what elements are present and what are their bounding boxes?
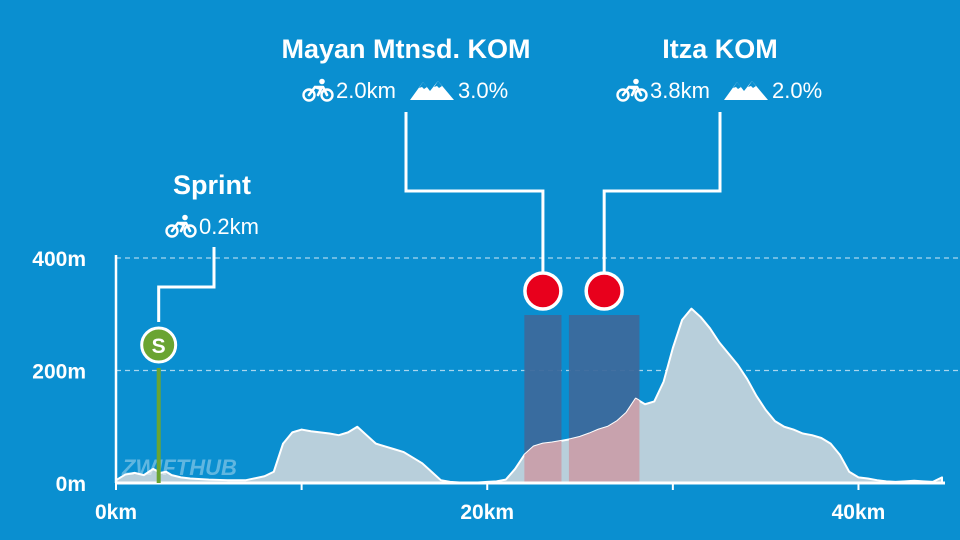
callout-leader-line [157, 247, 216, 322]
elevation-profile-area [115, 307, 943, 484]
sprint-marker-line [156, 368, 161, 483]
x-tick-label: 40km [832, 501, 886, 524]
segment-name: Sprint [173, 170, 251, 200]
kom-climb-shading [568, 398, 640, 483]
sprint-badge-letter: S [152, 335, 166, 358]
segment-name: Itza KOM [662, 34, 778, 64]
kom-climb-shading [524, 440, 562, 483]
mountain-icon [724, 81, 768, 100]
sprint-badge [140, 326, 178, 364]
segment-name: Mayan Mtnsd. KOM [281, 34, 530, 64]
mountain-icon [410, 81, 454, 100]
kom-marker [523, 271, 563, 311]
segment-gradient: 3.0% [458, 78, 508, 103]
segment-gradient: 2.0% [772, 78, 822, 103]
y-tick-label: 200m [32, 361, 86, 384]
kom-marker [584, 271, 624, 311]
bicycle-icon [616, 78, 648, 102]
x-tick-label: 0km [95, 501, 137, 524]
x-tick-label: 20km [460, 501, 514, 524]
callout-leader-line [602, 112, 722, 272]
bicycle-icon [165, 214, 197, 238]
watermark-logo: ZWIFTHUB [121, 455, 237, 480]
segment-length: 2.0km [336, 78, 396, 103]
bicycle-icon [302, 78, 334, 102]
y-tick-label: 0m [56, 473, 86, 496]
segment-length: 3.8km [650, 78, 710, 103]
y-tick-label: 400m [32, 248, 86, 271]
callout-leader-line [404, 112, 545, 272]
segment-length: 0.2km [199, 214, 259, 239]
